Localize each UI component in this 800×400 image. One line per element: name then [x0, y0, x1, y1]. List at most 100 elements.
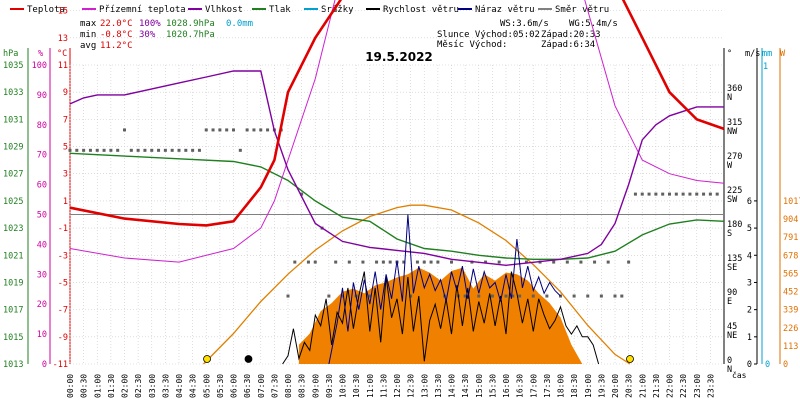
- dir-point: [640, 192, 644, 196]
- tick-dir-name: N: [727, 93, 732, 103]
- tick-temp: 13: [58, 34, 68, 44]
- tick-time: 08:30: [298, 374, 307, 398]
- dir-point: [409, 294, 413, 298]
- tick-dir-deg: 180: [727, 220, 742, 230]
- tick-rain: 1: [763, 62, 768, 72]
- tick-time: 13:00: [420, 374, 429, 398]
- tick-time: 11:00: [366, 374, 375, 398]
- unit-dir: °: [727, 49, 732, 59]
- tick-temp: 7: [63, 115, 68, 125]
- dir-point: [191, 148, 195, 152]
- dir-point: [123, 128, 126, 132]
- stat-min-label: min: [80, 30, 96, 40]
- tick-time: 15:00: [475, 374, 484, 398]
- tick-hum: 70: [37, 151, 47, 161]
- tick-time: 21:00: [638, 374, 647, 398]
- tick-temp: 9: [63, 88, 68, 98]
- dir-point: [402, 260, 406, 264]
- tick-time: 16:30: [516, 374, 525, 398]
- dir-point: [204, 128, 208, 132]
- dir-point: [695, 192, 699, 196]
- series-temperature: [69, 0, 725, 227]
- info-wg: WG:5.4m/s: [569, 19, 618, 29]
- tick-time: 08:00: [284, 374, 293, 398]
- legend-label-feels: Přízemní teplota: [99, 5, 186, 15]
- dir-point: [116, 148, 120, 152]
- dir-point: [381, 260, 385, 264]
- tick-press: 1033: [3, 88, 23, 98]
- dir-point: [633, 192, 637, 196]
- dir-point: [184, 148, 188, 152]
- legend-label-dir: Směr větru: [555, 5, 609, 15]
- dir-point: [68, 148, 72, 152]
- dir-point: [334, 260, 338, 264]
- dir-point: [327, 294, 331, 298]
- tick-dir-deg: 135: [727, 254, 742, 264]
- dir-point: [647, 192, 651, 196]
- tick-temp: 15: [58, 7, 68, 17]
- stats-block: max 22.0°C 100% 1028.9hPa 0.0mm min -0.8…: [80, 19, 253, 51]
- dir-point: [497, 260, 501, 264]
- legend: Teplota Přízemní teplota Vlhkost Tlak Srážky…: [10, 5, 609, 15]
- tick-dir-deg: 45: [727, 322, 737, 332]
- tick-time: 16:00: [502, 374, 511, 398]
- sunrise-marker: [203, 355, 211, 363]
- tick-hum: 90: [37, 91, 47, 101]
- legend-label-press: Tlak: [269, 5, 291, 15]
- dir-point: [313, 260, 317, 264]
- legend-item-feels: Přízemní teplota: [82, 5, 186, 15]
- sunset-marker: [626, 355, 634, 363]
- stat-max-hum: 100%: [139, 19, 161, 29]
- tick-hum: 50: [37, 211, 47, 221]
- dir-point: [552, 260, 556, 264]
- dir-point: [218, 128, 222, 132]
- tick-time: 17:30: [543, 374, 552, 398]
- tick-temp: -1: [58, 224, 68, 234]
- info-moon-rise: Měsíc Východ:: [437, 40, 507, 50]
- time-axis-label: čas: [732, 370, 747, 380]
- chart-date-title: 19.5.2022: [365, 50, 433, 64]
- legend-label-hum: Vlhkost: [205, 5, 243, 15]
- dir-point: [688, 192, 692, 196]
- tick-temp: 3: [63, 170, 68, 180]
- unit-press: hPa: [3, 49, 18, 59]
- tick-temp: 1: [63, 197, 68, 207]
- tick-wind: 1: [747, 333, 752, 343]
- tick-time: 14:00: [448, 374, 457, 398]
- dir-point: [293, 260, 297, 264]
- tick-time: 00:00: [66, 374, 75, 398]
- dir-point: [286, 294, 290, 298]
- dir-point: [238, 148, 242, 152]
- series-feels-temp: [69, 0, 725, 263]
- dir-point: [463, 294, 467, 298]
- tick-press: 1027: [3, 170, 23, 180]
- stat-rain-total: 0.0mm: [226, 19, 253, 29]
- tick-time: 10:30: [352, 374, 361, 398]
- dir-point: [375, 260, 379, 264]
- dir-point: [654, 192, 658, 196]
- dir-point: [177, 148, 181, 152]
- tick-solar: 791: [783, 233, 798, 243]
- dir-point: [559, 294, 562, 298]
- tick-time: 06:00: [230, 374, 239, 398]
- tick-press: 1019: [3, 278, 23, 288]
- tick-time: 12:00: [393, 374, 402, 398]
- dir-point: [674, 192, 678, 196]
- dir-point: [415, 260, 419, 264]
- dir-point: [627, 260, 631, 264]
- info-ws: WS:3.6m/s: [500, 19, 549, 29]
- tick-time: 04:00: [175, 374, 184, 398]
- radiation-area: [298, 267, 583, 364]
- unit-hum: %: [38, 49, 43, 59]
- dir-point: [572, 294, 576, 298]
- dir-point: [593, 260, 597, 264]
- dir-point: [477, 294, 481, 298]
- stat-min-temp: -0.8°C: [100, 30, 133, 40]
- dir-point: [300, 192, 304, 196]
- tick-dir-name: NE: [727, 331, 737, 341]
- dir-point: [170, 148, 174, 152]
- tick-solar: 565: [783, 269, 798, 279]
- tick-time: 10:00: [339, 374, 348, 398]
- tick-time: 05:30: [216, 374, 225, 398]
- tick-dir-name: SE: [727, 263, 737, 273]
